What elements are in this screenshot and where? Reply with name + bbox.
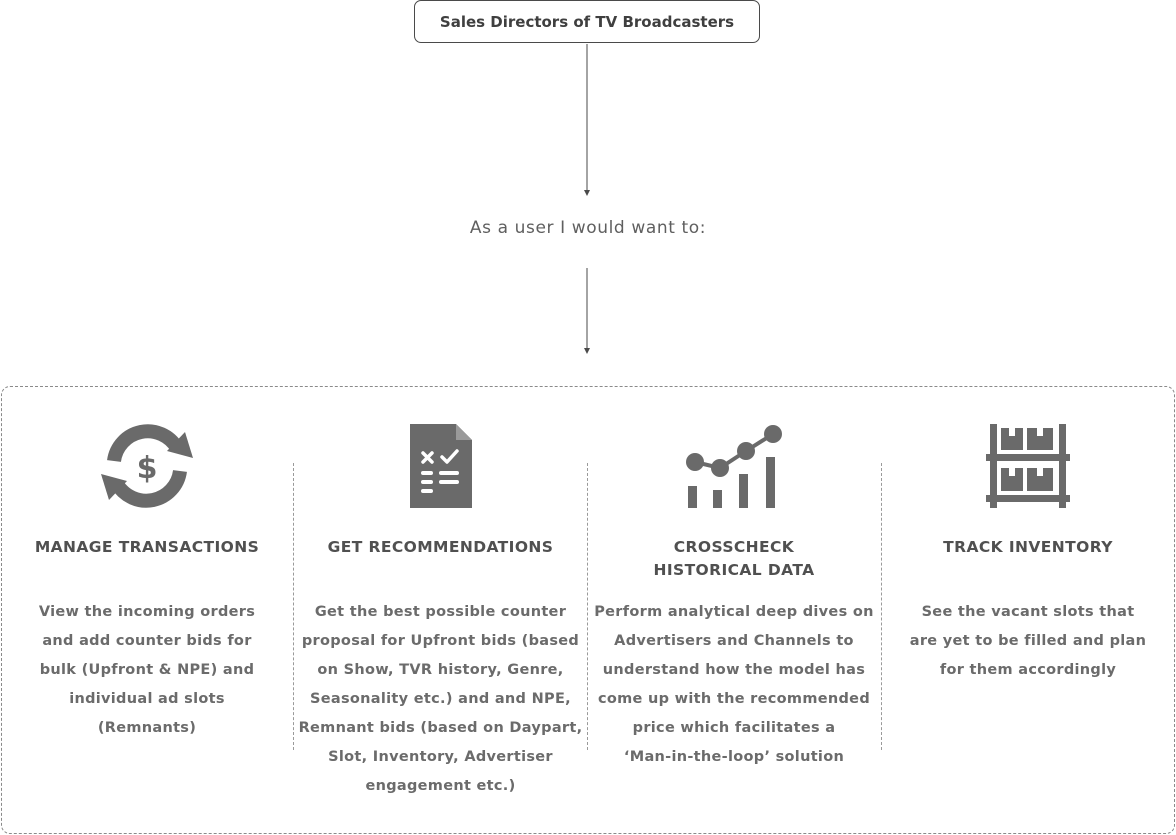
- description-line: come up with the recommended: [597, 691, 870, 707]
- description-line: understand how the model has: [602, 662, 866, 678]
- capabilities-container: [1, 386, 1175, 834]
- arrowhead-bottom: [584, 348, 590, 354]
- analytics-chart-icon: [683, 420, 785, 512]
- capability-description: See the vacant slots that are yet to be …: [881, 598, 1175, 685]
- title-line: CROSSCHECK: [673, 538, 795, 556]
- capability-title: CROSSCHECK HISTORICAL DATA: [587, 536, 881, 582]
- role-box: Sales Directors of TV Broadcasters: [414, 0, 760, 43]
- capability-title: TRACK INVENTORY: [943, 538, 1113, 556]
- title-line: HISTORICAL DATA: [653, 561, 815, 579]
- column-divider: [293, 463, 294, 750]
- description-line: See the vacant slots that: [921, 604, 1135, 620]
- column-divider: [881, 463, 882, 750]
- description-line: are yet to be filled and plan: [909, 633, 1147, 649]
- capability-title: MANAGE TRANSACTIONS: [34, 538, 260, 556]
- role-label: Sales Directors of TV Broadcasters: [439, 12, 735, 31]
- description-line: ‘Man-in-the-loop’ solution: [623, 749, 845, 765]
- description-line: on Show, TVR history, Genre,: [317, 662, 564, 678]
- capability-title: GET RECOMMENDATIONS: [327, 538, 554, 556]
- svg-text:$: $: [137, 451, 158, 486]
- description-line: Perform analytical deep dives on: [594, 604, 874, 620]
- description-line: View the incoming orders: [38, 604, 256, 620]
- description-line: proposal for Upfront bids (based: [301, 633, 580, 649]
- arrowhead-top: [584, 190, 590, 196]
- capability-description: Perform analytical deep dives on Adverti…: [587, 598, 881, 772]
- description-line: individual ad slots: [69, 691, 225, 707]
- currency-cycle-icon: $: [99, 420, 195, 512]
- description-line: price which facilitates a: [632, 720, 836, 736]
- description-line: (Remnants): [97, 720, 197, 736]
- description-line: Advertisers and Channels to: [614, 633, 854, 649]
- description-line: Slot, Inventory, Advertiser: [328, 749, 553, 765]
- description-line: for them accordingly: [939, 662, 1117, 678]
- description-line: bulk (Upfront & NPE) and: [39, 662, 255, 678]
- description-line: engagement etc.): [365, 778, 516, 794]
- description-line: Seasonality etc.) and and NPE,: [310, 691, 571, 707]
- checklist-document-icon: [406, 420, 476, 512]
- description-line: Get the best possible counter: [314, 604, 567, 620]
- capability-description: Get the best possible counter proposal f…: [294, 598, 587, 801]
- column-divider: [587, 463, 588, 750]
- description-line: and add counter bids for: [42, 633, 252, 649]
- description-line: Remnant bids (based on Daypart,: [298, 720, 583, 736]
- capability-description: View the incoming orders and add counter…: [0, 598, 294, 743]
- subtitle: As a user I would want to:: [469, 218, 707, 238]
- warehouse-shelf-icon: [984, 420, 1072, 512]
